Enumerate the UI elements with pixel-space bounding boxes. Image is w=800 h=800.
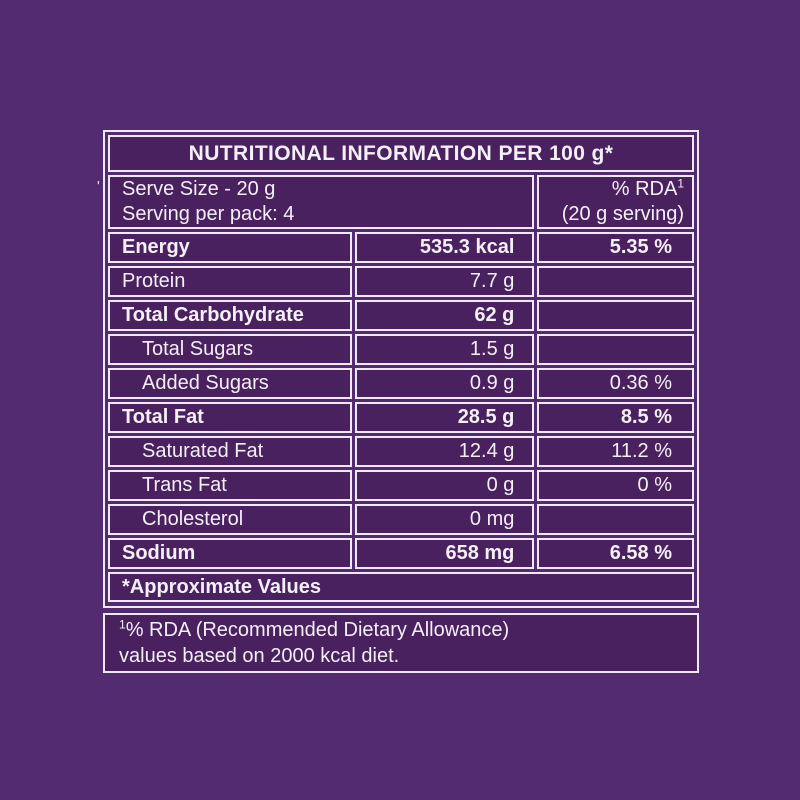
row-name: Added Sugars <box>108 368 352 399</box>
row-value: 658 mg <box>354 538 535 569</box>
table-row-cholesterol: Cholesterol 0 mg <box>108 504 694 535</box>
row-name: Energy <box>108 232 352 263</box>
table-row-sodium: Sodium 658 mg 6.58 % <box>108 538 694 569</box>
row-value: 12.4 g <box>354 436 535 467</box>
table-row-total-carbohydrate: Total Carbohydrate 62 g <box>108 300 694 331</box>
row-rda: 11.2 % <box>537 436 694 467</box>
footnote-line1: 1% RDA (Recommended Dietary Allowance) <box>119 617 510 641</box>
serve-size-cell: Serve Size - 20 g Serving per pack: 4 <box>108 175 535 229</box>
row-value: 0.9 g <box>354 368 535 399</box>
row-name: Cholesterol <box>108 504 352 535</box>
row-value: 0 mg <box>354 504 535 535</box>
serve-size-text: Serve Size - 20 g <box>122 178 276 200</box>
table-row-added-sugars: Added Sugars 0.9 g 0.36 % <box>108 368 694 399</box>
row-name: Sodium <box>108 538 352 569</box>
row-rda <box>537 504 694 535</box>
table-title: NUTRITIONAL INFORMATION PER 100 g* <box>108 135 694 172</box>
row-value: 7.7 g <box>354 266 535 297</box>
row-value: 28.5 g <box>354 402 535 433</box>
serving-per-pack-text: Serving per pack: 4 <box>122 203 295 225</box>
row-rda <box>537 334 694 365</box>
table-row-energy: Energy 535.3 kcal 5.35 % <box>108 232 694 263</box>
rda-header-line2: (20 g serving) <box>561 203 684 225</box>
row-rda: 6.58 % <box>537 538 694 569</box>
row-rda: 8.5 % <box>537 402 694 433</box>
serving-info-row: Serve Size - 20 g Serving per pack: 4 % … <box>108 175 694 229</box>
row-name: Saturated Fat <box>108 436 352 467</box>
row-value: 1.5 g <box>354 334 535 365</box>
rda-header-line1: % RDA1 <box>611 176 684 200</box>
approximate-values-row: *Approximate Values <box>108 572 694 602</box>
rda-superscript: 1 <box>677 176 684 191</box>
row-value: 535.3 kcal <box>354 232 535 263</box>
row-name: Protein <box>108 266 352 297</box>
row-value: 0 g <box>354 470 535 501</box>
row-name: Total Carbohydrate <box>108 300 352 331</box>
nutrition-table: NUTRITIONAL INFORMATION PER 100 g* Serve… <box>105 132 697 605</box>
approximate-values-note: *Approximate Values <box>108 572 694 602</box>
row-name: Total Fat <box>108 402 352 433</box>
footnote-superscript: 1 <box>119 617 126 632</box>
row-name: Trans Fat <box>108 470 352 501</box>
row-rda: 0 % <box>537 470 694 501</box>
table-row-protein: Protein 7.7 g <box>108 266 694 297</box>
row-name: Total Sugars <box>108 334 352 365</box>
stray-footnote-mark: ' <box>97 178 100 195</box>
rda-header-cell: % RDA1 (20 g serving) <box>537 175 694 229</box>
row-rda <box>537 300 694 331</box>
table-row-saturated-fat: Saturated Fat 12.4 g 11.2 % <box>108 436 694 467</box>
footnote-box: 1% RDA (Recommended Dietary Allowance) v… <box>103 613 699 673</box>
row-value: 62 g <box>354 300 535 331</box>
table-row-total-sugars: Total Sugars 1.5 g <box>108 334 694 365</box>
nutrition-table-panel: NUTRITIONAL INFORMATION PER 100 g* Serve… <box>103 130 699 608</box>
table-row-trans-fat: Trans Fat 0 g 0 % <box>108 470 694 501</box>
row-rda: 0.36 % <box>537 368 694 399</box>
table-row-total-fat: Total Fat 28.5 g 8.5 % <box>108 402 694 433</box>
footnote-line2: values based on 2000 kcal diet. <box>119 645 400 667</box>
title-row: NUTRITIONAL INFORMATION PER 100 g* <box>108 135 694 172</box>
row-rda <box>537 266 694 297</box>
row-rda: 5.35 % <box>537 232 694 263</box>
